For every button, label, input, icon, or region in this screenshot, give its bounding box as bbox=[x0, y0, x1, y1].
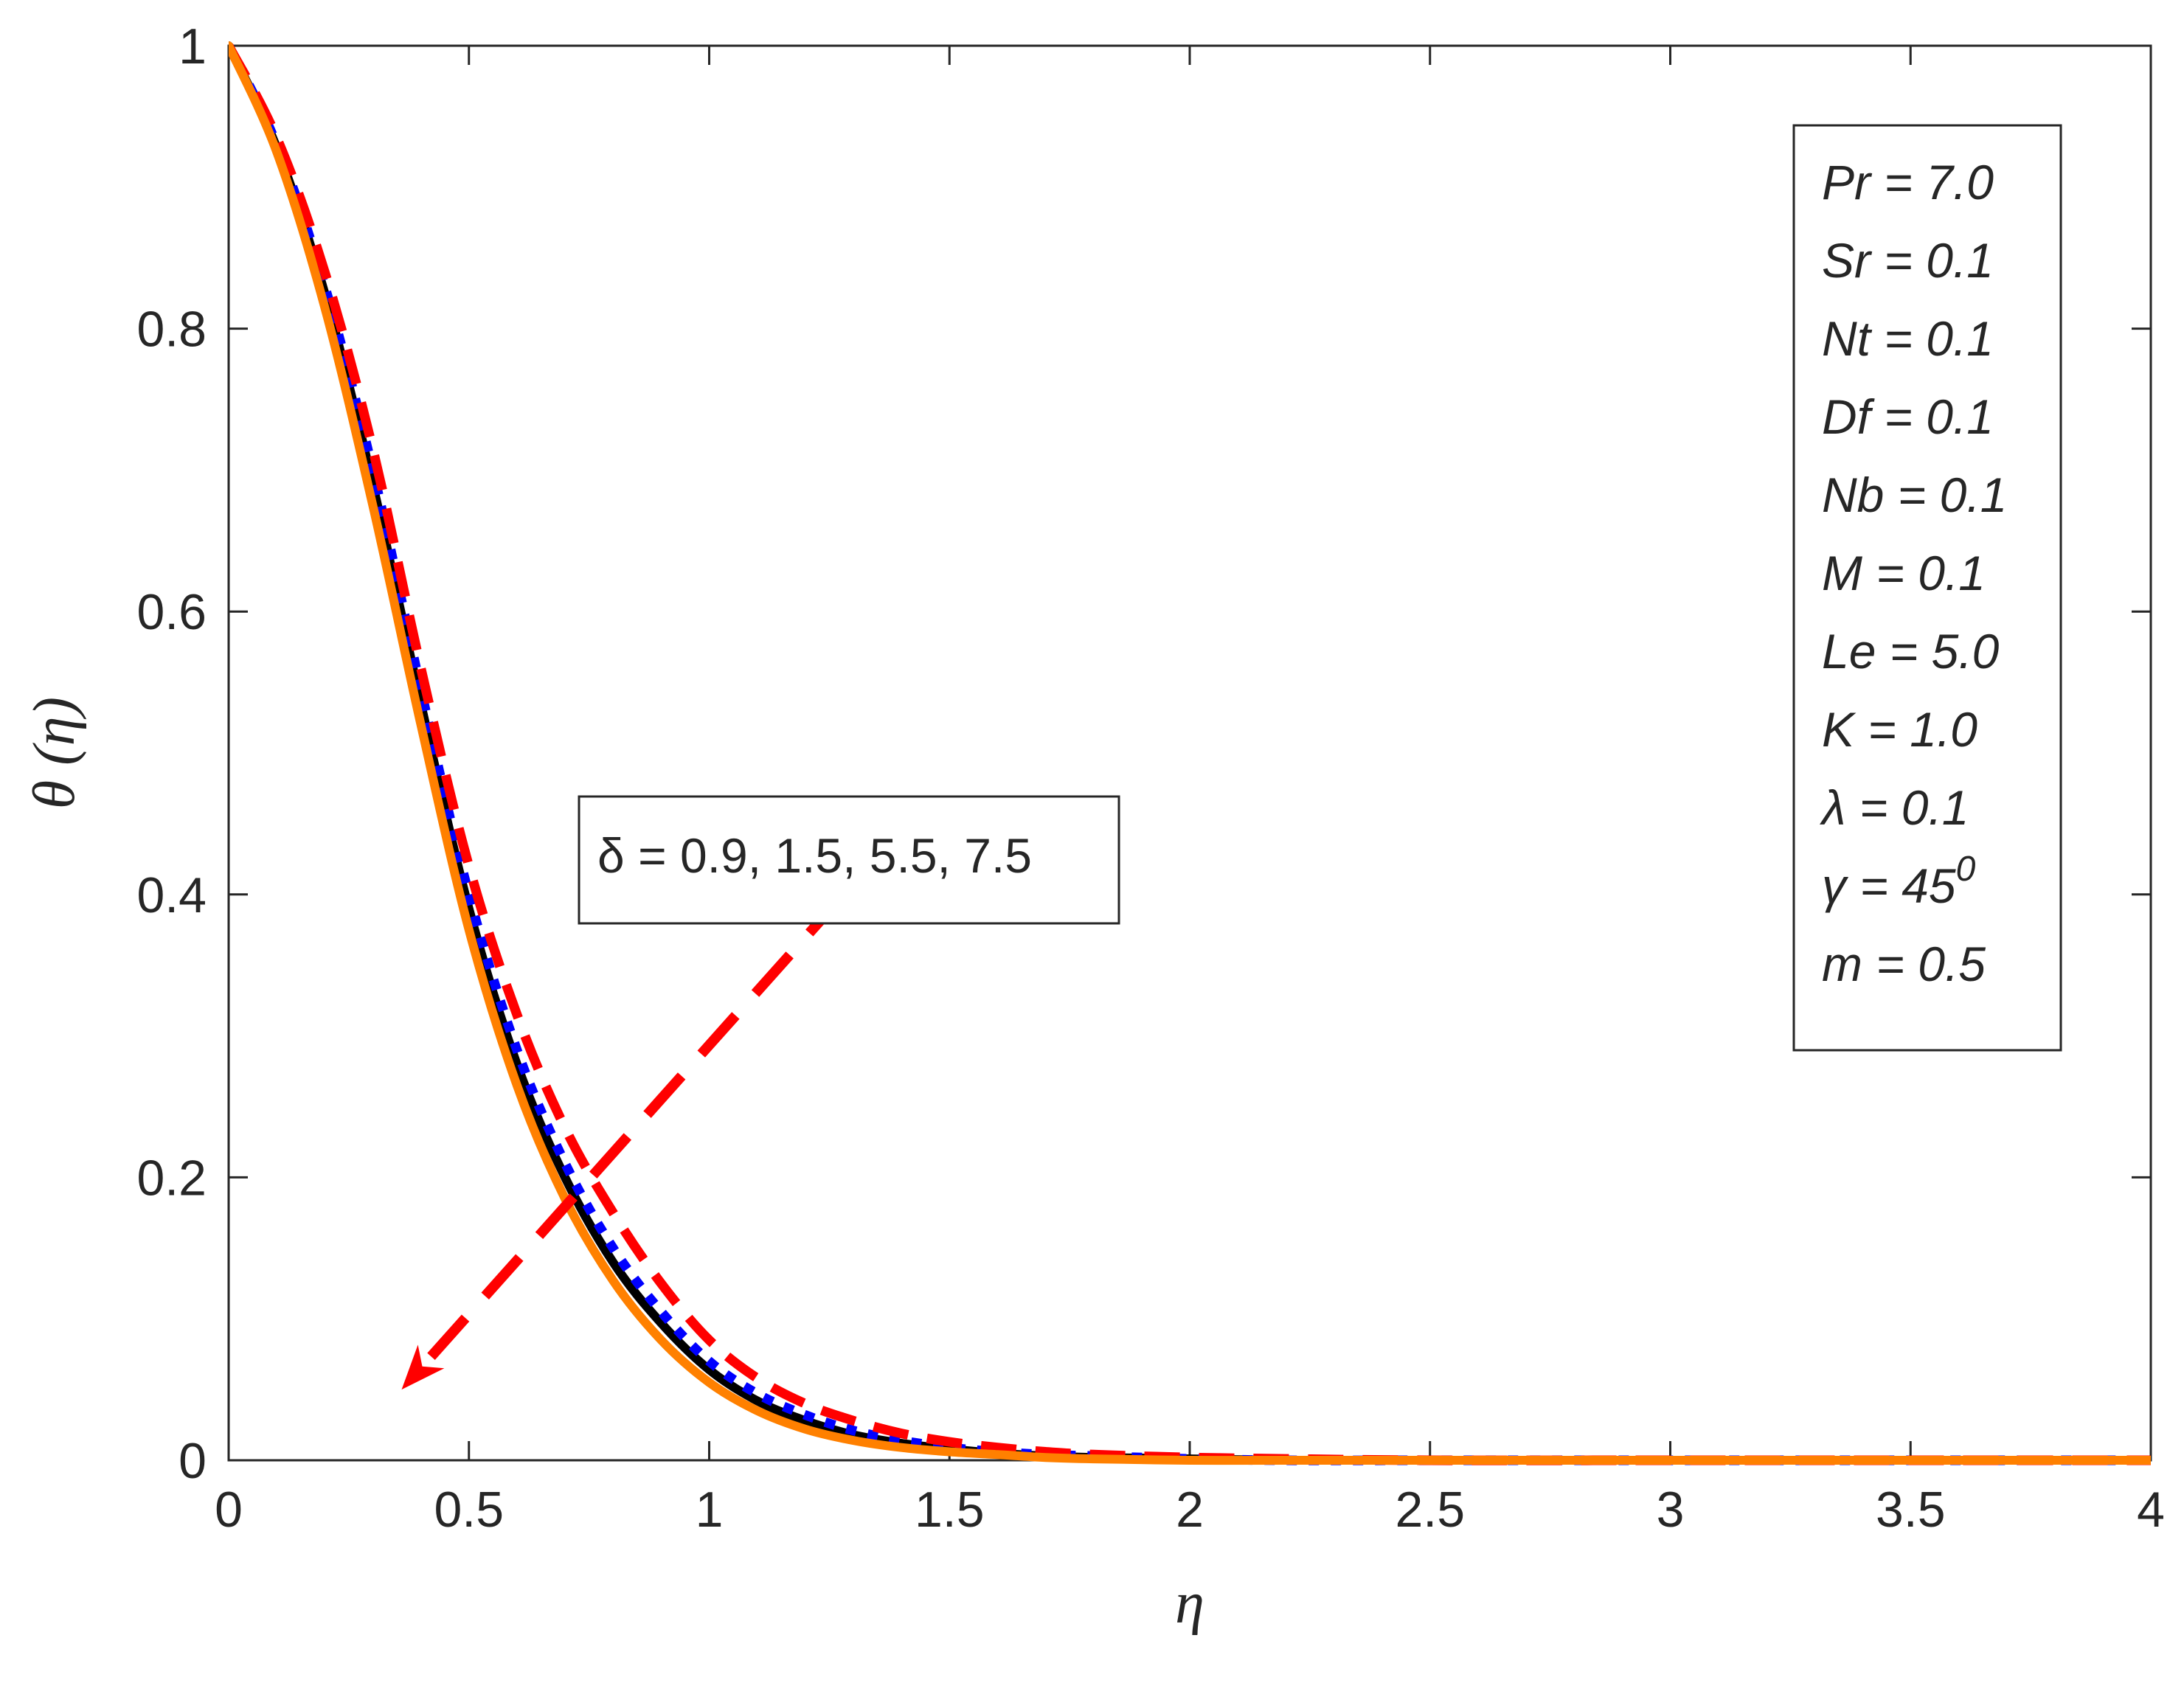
parameter-line: Df = 0.1 bbox=[1822, 389, 1994, 444]
x-tick-label: 1 bbox=[696, 1482, 724, 1538]
parameter-line: Nt = 0.1 bbox=[1822, 311, 1994, 366]
x-tick-label: 3 bbox=[1657, 1482, 1685, 1538]
x-tick-label: 2.5 bbox=[1395, 1482, 1465, 1538]
y-axis-label: θ (η) bbox=[22, 697, 87, 809]
arrow-shaft bbox=[427, 891, 848, 1361]
y-tick-label: 0.8 bbox=[136, 302, 207, 358]
series-line-2 bbox=[229, 44, 2151, 1465]
parameters-box-frame bbox=[1792, 124, 2062, 1052]
x-tick-label: 3.5 bbox=[1876, 1482, 1946, 1538]
x-tick-label: 0.5 bbox=[434, 1482, 504, 1538]
series-layer bbox=[229, 41, 2151, 1465]
x-tick-label: 1.5 bbox=[915, 1482, 985, 1538]
y-tick-label: 0.6 bbox=[136, 584, 207, 640]
x-axis-label: η bbox=[1175, 1571, 1204, 1636]
parameters-list: Pr = 7.0 Sr = 0.1 Nt = 0.1 Df = 0.1 Nb = 0.1… bbox=[1820, 155, 2007, 991]
parameter-line: Le = 5.0 bbox=[1822, 624, 2000, 679]
x-tick-label: 0 bbox=[215, 1482, 243, 1538]
parameter-line: m = 0.5 bbox=[1822, 937, 1986, 991]
parameter-line: K = 1.0 bbox=[1822, 702, 1977, 757]
y-tick-label: 0.2 bbox=[136, 1150, 207, 1206]
parameter-line: λ = 0.1 bbox=[1820, 780, 1969, 835]
x-tick-label: 4 bbox=[2137, 1482, 2165, 1538]
y-tick-label: 0 bbox=[178, 1433, 207, 1489]
axis-tick-labels: 0 0.5 1 1.5 2 2.5 3 3.5 4 0 0.2 0.4 0.6 0.8 1 bbox=[136, 18, 2164, 1538]
y-tick-label: 0.4 bbox=[136, 867, 207, 923]
delta-annotation-text: δ = 0.9, 1.5, 5.5, 7.5 bbox=[597, 828, 1032, 883]
parameter-line: Pr = 7.0 bbox=[1822, 155, 1994, 209]
series-line-1 bbox=[229, 43, 2151, 1465]
series-line-4 bbox=[229, 41, 2151, 1465]
delta-annotation-box bbox=[578, 795, 1120, 925]
parameter-line: γ = 450 bbox=[1822, 850, 1976, 913]
parameters-box: Pr = 7.0 Sr = 0.1 Nt = 0.1 Df = 0.1 Nb = 0.1… bbox=[1792, 124, 2062, 1052]
parameter-line: M = 0.1 bbox=[1822, 546, 1986, 600]
delta-annotation: δ = 0.9, 1.5, 5.5, 7.5 bbox=[578, 795, 1120, 925]
parameter-superscript: 0 bbox=[1956, 850, 1976, 889]
parameter-line: Sr = 0.1 bbox=[1822, 233, 1994, 288]
y-tick-label: 1 bbox=[178, 18, 207, 74]
parameter-line: Nb = 0.1 bbox=[1822, 468, 2007, 522]
x-tick-label: 2 bbox=[1176, 1482, 1204, 1538]
delta-trend-arrow bbox=[401, 891, 848, 1390]
arrow-head bbox=[401, 1344, 445, 1390]
